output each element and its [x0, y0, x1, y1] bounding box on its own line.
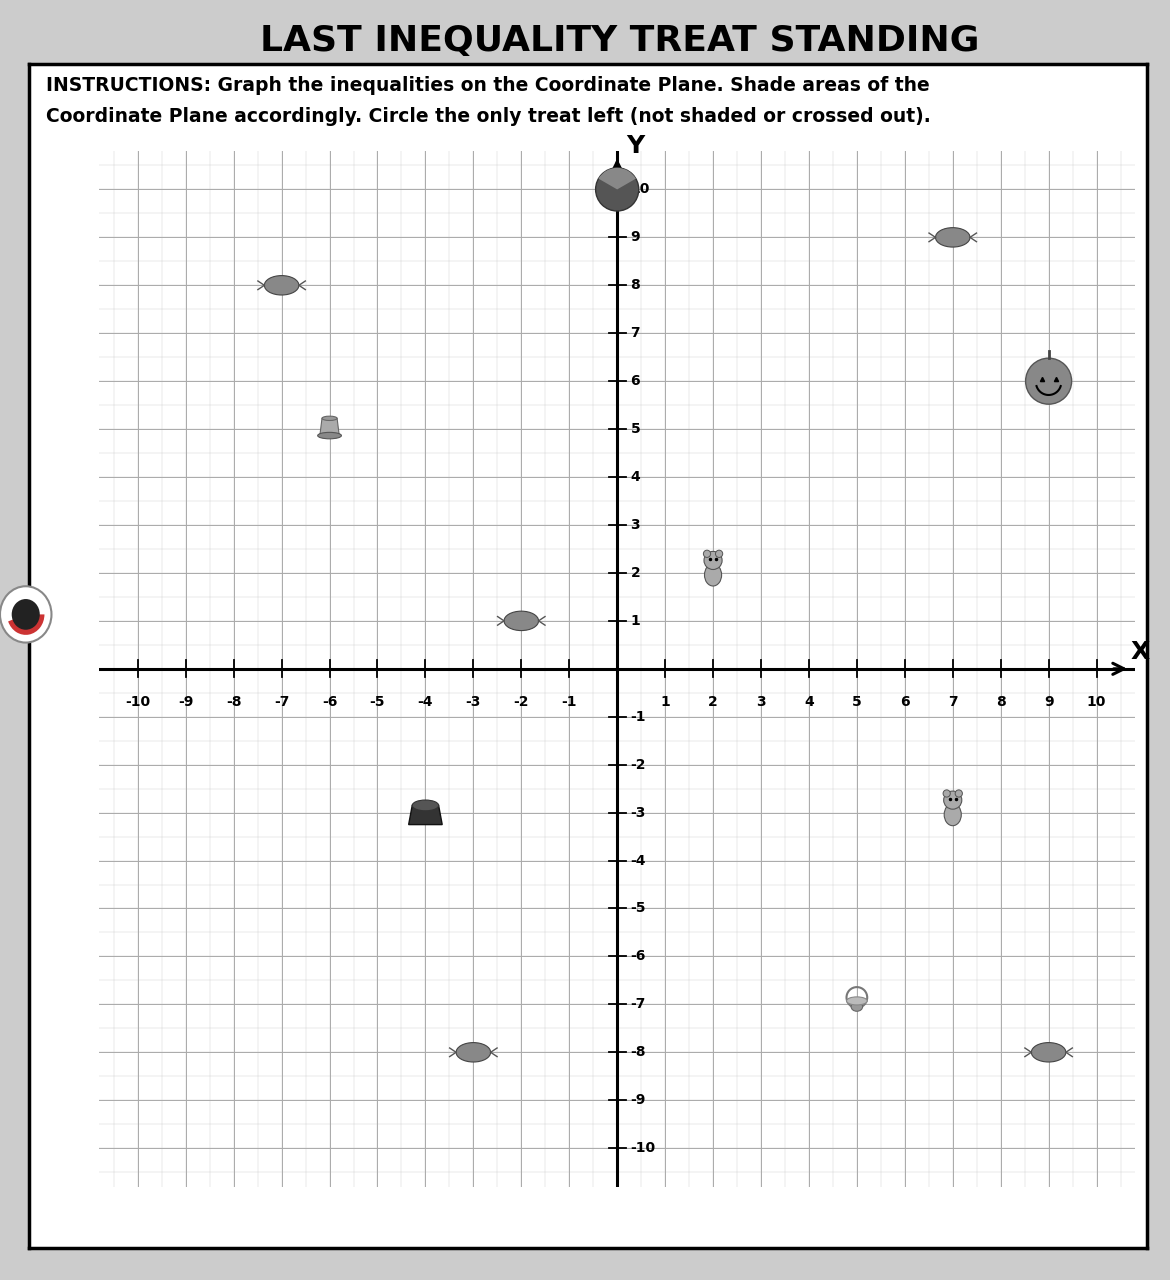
Text: 4: 4 [631, 470, 640, 484]
Ellipse shape [847, 997, 867, 1005]
Circle shape [944, 791, 962, 809]
Text: Y: Y [626, 134, 645, 159]
Text: 8: 8 [631, 278, 640, 292]
Text: 10: 10 [631, 183, 651, 196]
Polygon shape [319, 419, 339, 435]
Text: -1: -1 [631, 709, 646, 723]
Text: -1: -1 [562, 695, 577, 709]
Text: -3: -3 [631, 805, 646, 819]
Text: 3: 3 [756, 695, 766, 709]
Circle shape [943, 790, 950, 797]
Text: 6: 6 [631, 374, 640, 388]
Text: -4: -4 [631, 854, 646, 868]
Circle shape [596, 168, 639, 211]
Text: 1: 1 [660, 695, 670, 709]
Text: -9: -9 [631, 1093, 646, 1107]
Text: Coordinate Plane accordingly. Circle the only treat left (not shaded or crossed : Coordinate Plane accordingly. Circle the… [46, 106, 931, 125]
Ellipse shape [318, 433, 342, 439]
Wedge shape [8, 614, 44, 635]
Ellipse shape [936, 228, 970, 247]
Text: -8: -8 [631, 1046, 646, 1060]
Text: INSTRUCTIONS: Graph the inequalities on the Coordinate Plane. Shade areas of the: INSTRUCTIONS: Graph the inequalities on … [46, 76, 930, 95]
Text: -5: -5 [370, 695, 385, 709]
Ellipse shape [944, 804, 962, 826]
Ellipse shape [412, 800, 439, 810]
Circle shape [955, 790, 963, 797]
Text: -9: -9 [178, 695, 193, 709]
Ellipse shape [851, 1002, 862, 1011]
Ellipse shape [456, 1043, 490, 1062]
Text: 8: 8 [996, 695, 1005, 709]
Text: 5: 5 [631, 422, 640, 436]
Text: 7: 7 [948, 695, 957, 709]
Text: -2: -2 [514, 695, 529, 709]
Ellipse shape [504, 611, 538, 631]
Circle shape [12, 599, 40, 630]
Text: X: X [1130, 640, 1149, 664]
Ellipse shape [704, 564, 722, 586]
Text: -3: -3 [466, 695, 481, 709]
Circle shape [703, 550, 710, 557]
Circle shape [1026, 358, 1072, 404]
Text: 6: 6 [900, 695, 909, 709]
Text: 9: 9 [1044, 695, 1053, 709]
Circle shape [716, 550, 723, 557]
Text: 9: 9 [631, 230, 640, 244]
Text: -4: -4 [418, 695, 433, 709]
Ellipse shape [1031, 1043, 1066, 1062]
Text: -2: -2 [631, 758, 646, 772]
Text: 10: 10 [1087, 695, 1107, 709]
Wedge shape [599, 168, 635, 189]
Text: 3: 3 [631, 518, 640, 532]
Text: 1: 1 [631, 614, 640, 628]
Text: 2: 2 [631, 566, 640, 580]
Text: -8: -8 [226, 695, 241, 709]
Text: -10: -10 [125, 695, 151, 709]
Text: -7: -7 [631, 997, 646, 1011]
Polygon shape [408, 805, 442, 824]
Text: -7: -7 [274, 695, 289, 709]
Circle shape [704, 552, 722, 570]
Circle shape [0, 586, 51, 643]
Text: -6: -6 [322, 695, 337, 709]
Text: 7: 7 [631, 326, 640, 340]
Text: 5: 5 [852, 695, 862, 709]
Text: -5: -5 [631, 901, 646, 915]
Text: LAST INEQUALITY TREAT STANDING: LAST INEQUALITY TREAT STANDING [261, 24, 979, 58]
Ellipse shape [322, 416, 337, 421]
Text: 2: 2 [708, 695, 718, 709]
Text: -6: -6 [631, 950, 646, 964]
Text: -10: -10 [631, 1142, 655, 1155]
Text: 4: 4 [804, 695, 814, 709]
Ellipse shape [264, 275, 298, 294]
